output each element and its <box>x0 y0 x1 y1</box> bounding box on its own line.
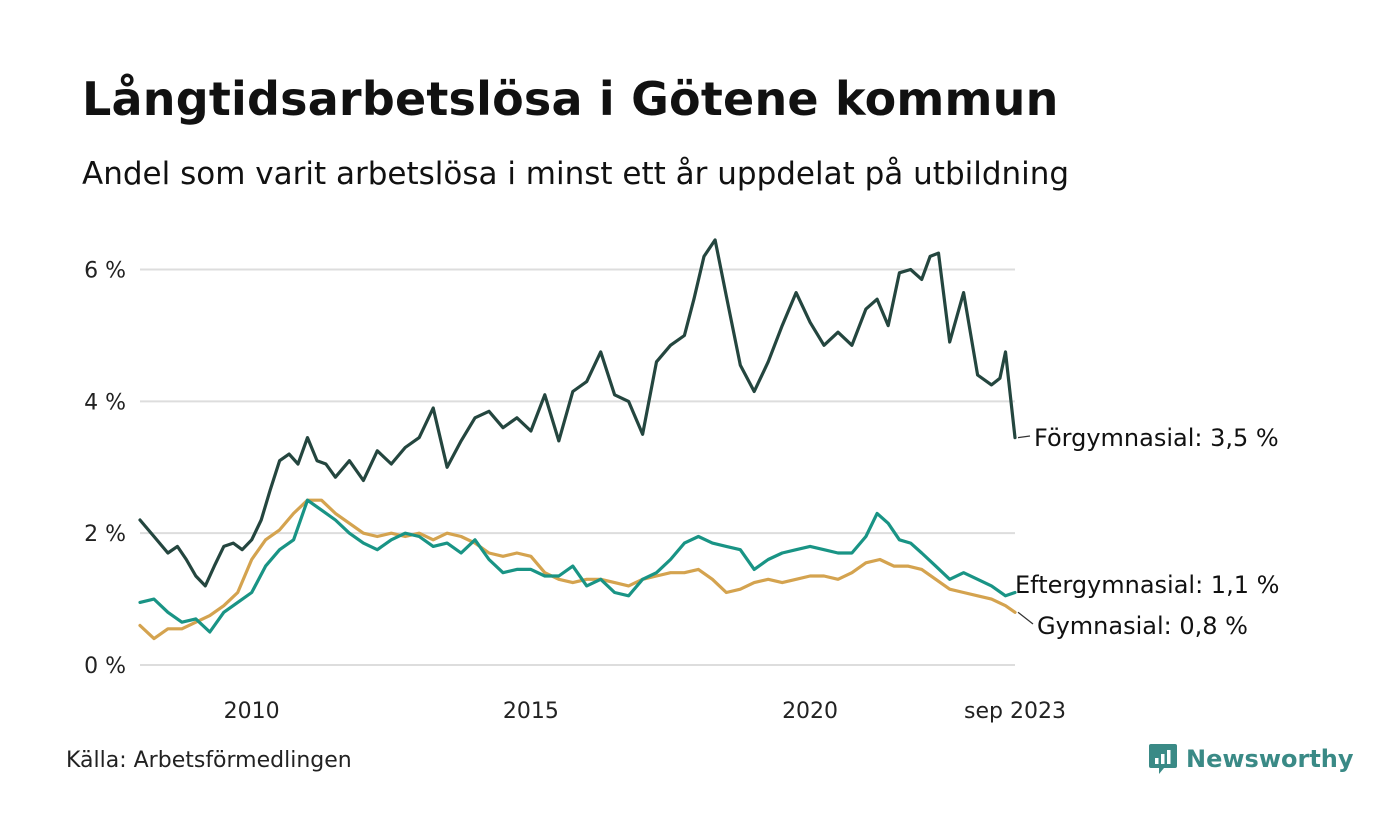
series-line-eftergymnasial <box>138 498 1017 634</box>
y-tick-label: 2 % <box>84 522 126 547</box>
x-tick-label: 2010 <box>224 699 280 724</box>
chart-subtitle: Andel som varit arbetslösa i minst ett å… <box>82 156 1070 192</box>
series-line-gymnasial <box>138 498 1017 641</box>
brand-name: Newsworthy <box>1186 745 1354 773</box>
x-tick-label: sep 2023 <box>964 699 1066 724</box>
grid-lines <box>140 268 1015 666</box>
series-lines <box>138 238 1017 641</box>
x-axis-labels: 2010 2015 2020 sep 2023 <box>224 699 1066 724</box>
y-tick-label: 0 % <box>84 654 126 679</box>
brand-logo: Newsworthy <box>1148 742 1354 776</box>
label-leader-line <box>1017 435 1031 439</box>
x-tick-label: 2015 <box>503 699 559 724</box>
y-tick-label: 4 % <box>84 390 126 415</box>
y-axis-labels: 0 % 2 % 4 % 6 % <box>84 259 126 679</box>
newsworthy-logo-icon <box>1149 744 1177 774</box>
series-label-eftergymnasial: Eftergymnasial: 1,1 % <box>1015 571 1279 599</box>
series-label-gymnasial: Gymnasial: 0,8 % <box>1037 612 1248 640</box>
series-line-förgymnasial <box>138 238 1017 588</box>
y-tick-label: 6 % <box>84 259 126 284</box>
label-leader-line <box>1017 611 1034 625</box>
series-label-förgymnasial: Förgymnasial: 3,5 % <box>1034 424 1279 452</box>
series-end-labels: Förgymnasial: 3,5 % Eftergymnasial: 1,1 %… <box>1015 424 1279 640</box>
chart-title: Långtidsarbetslösa i Götene kommun <box>82 72 1059 126</box>
x-tick-label: 2020 <box>782 699 838 724</box>
source-note: Källa: Arbetsförmedlingen <box>66 748 352 773</box>
